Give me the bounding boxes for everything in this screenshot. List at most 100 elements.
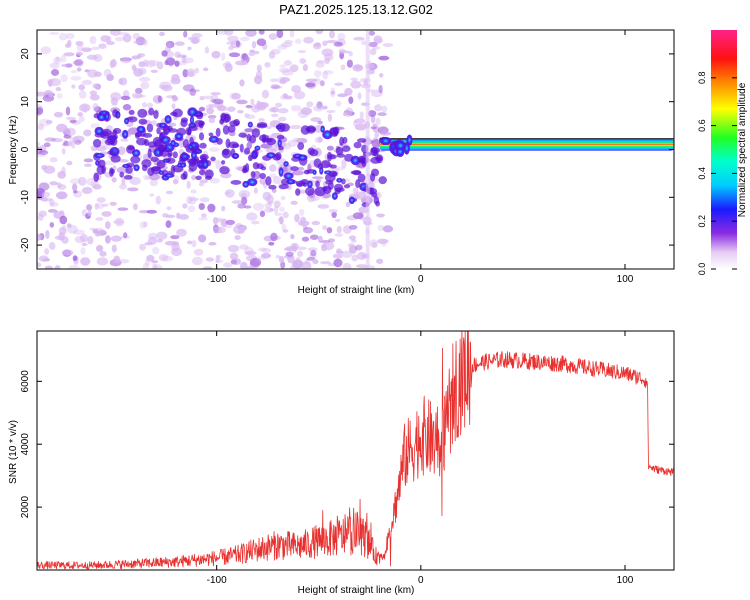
- spectrogram-speckle: [142, 39, 148, 46]
- spectrogram-ridge-blob: [187, 107, 198, 117]
- spectrogram-speckle: [377, 112, 387, 117]
- spectrogram-speckle: [95, 232, 101, 237]
- spectrogram-speckle: [305, 81, 317, 89]
- spectrogram-ridge-blob: [147, 148, 152, 159]
- spectrogram-speckle: [41, 197, 53, 202]
- spectrogram-speckle: [54, 235, 64, 240]
- spectrogram-ridge-blob: [259, 173, 267, 180]
- spectrogram-y-tick-label: 20: [20, 48, 31, 60]
- spectrogram-speckle: [270, 232, 278, 242]
- spectrogram-speckle: [76, 67, 82, 72]
- spectrogram-ridge-blob: [185, 126, 192, 136]
- spectrogram-speckle: [215, 254, 220, 264]
- spectrogram-ridge-blob: [189, 115, 195, 125]
- spectrogram-ridge-blob: [112, 129, 118, 137]
- spectrogram-ridge-blob: [268, 184, 277, 190]
- spectrogram-speckle: [76, 44, 84, 52]
- spectrogram-speckle: [269, 164, 277, 172]
- colorbar-tick-label: 0.8: [697, 72, 707, 85]
- spectrogram-ridge-blob: [148, 107, 155, 116]
- spectrogram-speckle: [63, 52, 75, 57]
- spectrogram-speckle: [198, 106, 206, 112]
- spectrogram-ridge-blob: [147, 141, 157, 148]
- spectrogram-speckle: [285, 251, 294, 257]
- spectrogram-speckle: [47, 209, 58, 213]
- spectrogram-speckle: [166, 206, 172, 211]
- spectrogram-speckle: [90, 180, 100, 189]
- spectrogram-speckle: [359, 111, 364, 120]
- spectrogram-speckle: [216, 30, 228, 35]
- spectrogram-speckle: [278, 255, 285, 264]
- spectrogram-ridge-blob: [265, 176, 272, 186]
- spectrogram-speckle: [78, 115, 85, 123]
- spectrogram-speckle: [71, 84, 76, 89]
- spectrogram-speckle: [335, 100, 342, 107]
- spectrogram-speckle: [222, 262, 233, 268]
- spectrogram-speckle: [202, 67, 209, 72]
- spectrogram-speckle: [37, 233, 42, 241]
- spectrogram-speckle: [165, 190, 174, 195]
- spectrogram-speckle: [243, 247, 254, 256]
- spectrogram-speckle: [322, 225, 328, 231]
- spectrogram-speckle: [82, 104, 88, 113]
- spectrogram-ridge-blob: [275, 152, 282, 160]
- spectrogram-speckle: [61, 249, 74, 256]
- spectrogram-speckle: [367, 110, 377, 118]
- spectrogram-speckle: [353, 36, 365, 41]
- spectrogram-ridge-blob: [138, 118, 148, 125]
- spectrogram-speckle: [235, 60, 247, 66]
- spectrogram-ridge-blob: [172, 151, 178, 159]
- spectrogram-ridge-blob: [341, 145, 351, 152]
- spectrogram-speckle: [65, 63, 73, 68]
- spectrogram-ridge-blob: [201, 159, 209, 169]
- spectrogram-speckle: [277, 108, 289, 114]
- spectrogram-speckle: [239, 261, 248, 269]
- spectrogram-ridge-blob: [329, 164, 337, 169]
- spectrogram-speckle: [377, 224, 385, 231]
- spectrogram-speckle: [326, 145, 334, 151]
- spectrogram-speckle: [186, 180, 191, 189]
- spectrogram-speckle: [189, 197, 200, 202]
- spectrogram-speckle: [212, 216, 219, 225]
- snr-y-axis-label: SNR (10 * v/v): [8, 420, 19, 484]
- spectrogram-speckle: [109, 60, 115, 69]
- spectrogram-speckle: [37, 141, 41, 148]
- spectrogram-x-ticks: -100 0 100: [207, 30, 634, 285]
- spectrogram-speckle: [67, 224, 78, 234]
- spectrogram-speckle: [187, 205, 196, 213]
- spectrogram-speckle: [72, 183, 78, 192]
- spectrogram-speckle: [336, 248, 342, 252]
- spectrogram-speckle: [321, 48, 334, 57]
- spectrogram-speckle: [41, 191, 51, 198]
- spectrogram-ridge-blob: [233, 118, 241, 126]
- spectrogram-speckle: [282, 211, 289, 219]
- spectrogram-ridge-blob: [123, 175, 133, 180]
- spectrogram-speckle: [306, 256, 316, 261]
- spectrogram-speckle: [268, 144, 281, 152]
- spectrogram-speckle: [60, 74, 68, 83]
- spectrogram-speckle: [68, 264, 80, 269]
- spectrogram-speckle: [142, 262, 149, 269]
- spectrogram-speckle: [296, 250, 304, 258]
- spectrogram-speckle: [157, 95, 162, 103]
- spectrogram-speckle: [291, 85, 302, 93]
- spectrogram-speckle: [351, 254, 358, 262]
- spectrogram-speckle: [208, 147, 220, 152]
- spectrogram-ridge-blob: [127, 116, 138, 123]
- spectrogram-speckle: [375, 258, 384, 264]
- spectrogram-ridge-blob: [163, 129, 168, 137]
- spectrogram-speckle: [129, 176, 141, 186]
- spectrogram-image: [37, 30, 674, 269]
- spectrogram-speckle: [297, 50, 307, 54]
- spectrogram-speckle: [256, 64, 262, 73]
- spectrogram-speckle: [203, 95, 213, 100]
- spectrogram-speckle: [147, 232, 158, 240]
- spectrogram-speckle: [123, 232, 128, 239]
- spectrogram-speckle: [92, 227, 105, 235]
- spectrogram-speckle: [193, 248, 204, 256]
- spectrogram-speckle: [287, 183, 292, 190]
- spectrogram-speckle: [294, 213, 300, 223]
- spectrogram-speckle: [315, 30, 324, 35]
- spectrogram-speckle: [100, 35, 110, 43]
- spectrogram-ridge-blob: [128, 109, 135, 115]
